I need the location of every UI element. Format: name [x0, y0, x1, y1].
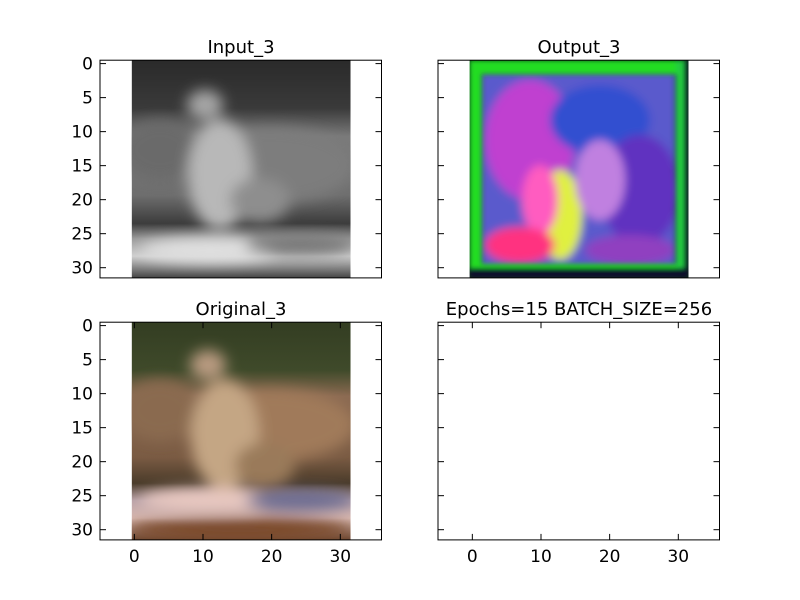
- ytick-label: 15: [71, 419, 93, 439]
- xaxis-original: 0 10 20 30: [129, 322, 351, 567]
- ytick-label: 0: [82, 55, 93, 75]
- xtick-label: 0: [129, 547, 140, 567]
- subplot-output: Output_3: [437, 37, 720, 279]
- original-image: [131, 322, 351, 540]
- xtick-label: 20: [261, 547, 283, 567]
- ytick-label: 15: [71, 157, 93, 177]
- yaxis-input: 0 5 10 15 20 25 30: [71, 55, 382, 279]
- input-image: [131, 60, 351, 278]
- ytick-label: 30: [71, 259, 93, 279]
- ytick-label: 10: [71, 385, 93, 405]
- yaxis-original: 0 5 10 15 20 25 30: [71, 317, 382, 541]
- yaxis-empty: [438, 325, 720, 531]
- axes-frame-output: [437, 59, 720, 279]
- xtick-label: 20: [599, 547, 621, 567]
- subplot-title-original: Original_3: [196, 299, 287, 320]
- xtick-label: 0: [467, 547, 478, 567]
- ytick-label: 5: [82, 89, 93, 109]
- xtick-label: 30: [667, 547, 689, 567]
- xtick-label: 10: [530, 547, 552, 567]
- axes-frame-original: [99, 321, 382, 541]
- axes-frame-input: [99, 59, 382, 279]
- axes-frame-empty: [437, 321, 720, 541]
- subplot-empty: Epochs=15 BATCH_SIZE=256 0 10 20 30: [437, 299, 720, 567]
- subplot-input: Input_3 0 5 10 15 20 25 30: [71, 37, 382, 279]
- subplot-original: Original_3 0 5 10 15 20 25 30 0 10 20 30: [71, 299, 382, 567]
- yaxis-output: [438, 63, 720, 269]
- ytick-label: 30: [71, 521, 93, 541]
- xtick-label: 10: [192, 547, 214, 567]
- ytick-label: 25: [71, 225, 93, 245]
- subplot-title-empty: Epochs=15 BATCH_SIZE=256: [446, 299, 712, 320]
- ytick-label: 5: [82, 351, 93, 371]
- ytick-label: 25: [71, 487, 93, 507]
- xtick-label: 30: [329, 547, 351, 567]
- ytick-label: 0: [82, 317, 93, 337]
- ytick-label: 20: [71, 453, 93, 473]
- ytick-label: 20: [71, 191, 93, 211]
- xaxis-empty: 0 10 20 30: [467, 322, 689, 567]
- subplot-title-output: Output_3: [538, 37, 621, 58]
- output-image: [469, 60, 689, 278]
- subplot-title-input: Input_3: [207, 37, 274, 58]
- ytick-label: 10: [71, 123, 93, 143]
